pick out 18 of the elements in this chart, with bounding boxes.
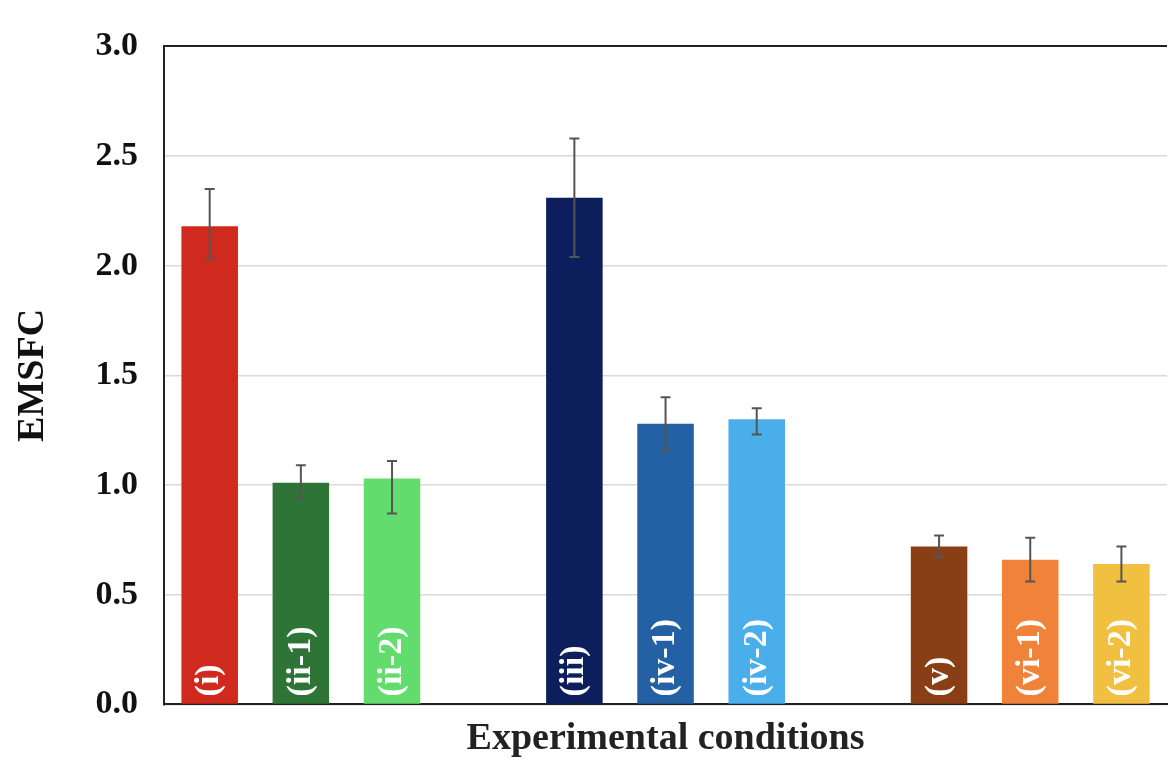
x-tick-label: (vi-2): [1100, 618, 1139, 697]
y-tick-label: 1.0: [95, 463, 139, 501]
x-tick-label: (ii-2): [370, 626, 409, 697]
x-tick-label: (v): [917, 656, 956, 697]
y-tick-label: 3.0: [95, 25, 139, 63]
x-tick-label: (iv-1): [644, 618, 683, 697]
x-tick-label: (i): [188, 664, 227, 697]
x-tick-label: (ii-1): [279, 626, 318, 697]
y-tick-label: 1.5: [95, 354, 139, 392]
x-tick-label: (vi-1): [1009, 618, 1048, 697]
x-axis-title: Experimental conditions: [466, 715, 865, 758]
x-tick-label: (iii): [553, 645, 592, 697]
y-tick-label: 0.0: [95, 683, 139, 721]
y-axis-title: EMSFC: [8, 308, 51, 442]
y-tick-label: 2.0: [95, 244, 139, 282]
y-tick-label: 2.5: [95, 134, 139, 172]
y-tick-label: 0.5: [95, 573, 139, 611]
x-tick-label: (iv-2): [735, 618, 774, 697]
